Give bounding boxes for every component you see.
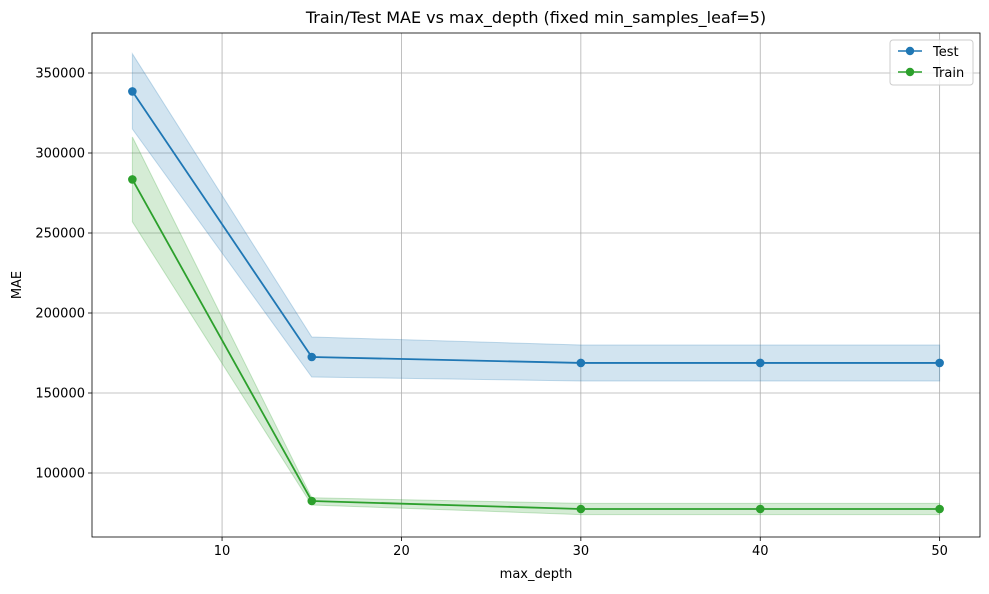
x-tick-label: 50 (931, 544, 948, 559)
point-test (128, 87, 137, 96)
x-axis-label: max_depth (500, 567, 573, 582)
grid (92, 33, 980, 537)
y-tick-label: 300000 (35, 147, 85, 162)
series-points (128, 87, 944, 514)
point-train (935, 504, 944, 514)
point-train (307, 496, 317, 506)
legend-label-train: Train (932, 66, 964, 81)
y-tick-label: 350000 (35, 67, 85, 82)
confidence-bands (131, 52, 941, 516)
point-train (755, 504, 765, 514)
plot-frame (91, 32, 981, 538)
point-train (576, 504, 586, 514)
point-test (755, 358, 765, 368)
axis-ticks: 10 20 30 40 50 100000 150000 200000 250000 300000… (35, 67, 948, 560)
point-test (576, 358, 586, 368)
legend-label-test: Test (932, 45, 959, 60)
legend-marker-test (905, 46, 915, 56)
chart-title: Train/Test MAE vs max_depth (fixed min_s… (305, 8, 766, 28)
y-tick-label: 250000 (35, 227, 85, 242)
y-tick-label: 150000 (35, 387, 85, 402)
legend-marker-train (905, 67, 915, 77)
y-tick-label: 100000 (35, 467, 85, 482)
band-test (131, 52, 941, 382)
y-axis-label: MAE (10, 271, 25, 299)
x-tick-label: 40 (752, 544, 769, 559)
point-train (128, 175, 137, 184)
legend: Test Train (889, 39, 974, 86)
point-test (307, 352, 317, 362)
x-tick-label: 20 (393, 544, 410, 559)
point-test (935, 358, 944, 368)
y-tick-label: 200000 (35, 307, 85, 322)
x-tick-label: 10 (214, 544, 231, 559)
x-tick-label: 30 (573, 544, 590, 559)
band-train (131, 136, 941, 516)
